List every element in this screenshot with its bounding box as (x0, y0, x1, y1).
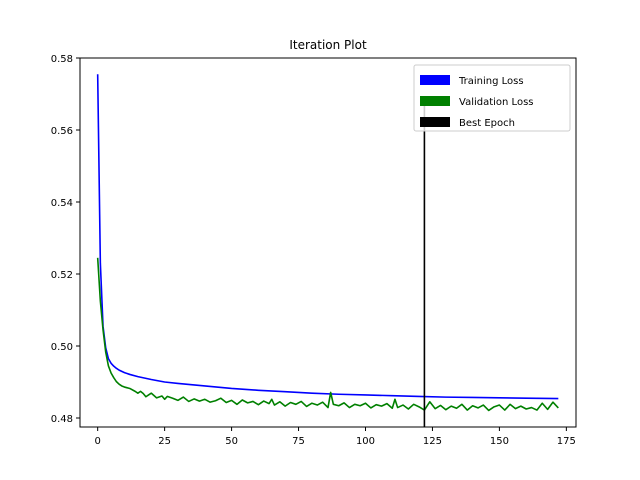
y-tick-label: 0.54 (51, 198, 73, 209)
x-tick-label: 100 (356, 436, 375, 447)
legend-label-training-loss: Training Loss (458, 76, 524, 87)
x-tick-label: 75 (292, 436, 305, 447)
x-tick-label: 0 (94, 436, 100, 447)
legend-label-best-epoch: Best Epoch (459, 118, 515, 129)
legend-swatch-best-epoch (420, 117, 450, 127)
legend: Training Loss Validation Loss Best Epoch (413, 64, 571, 132)
x-tick-label: 25 (158, 436, 171, 447)
y-axis: 0.48 0.50 0.52 0.54 0.56 0.58 (51, 54, 80, 425)
y-tick-label: 0.52 (51, 270, 73, 281)
y-tick-label: 0.58 (51, 54, 73, 65)
validation-loss-line (96, 257, 559, 412)
y-tick-label: 0.50 (51, 342, 73, 353)
x-tick-label: 125 (423, 436, 442, 447)
legend-box (413, 64, 571, 132)
training-loss-line (96, 74, 559, 400)
legend-swatch-validation-loss (420, 96, 450, 106)
legend-swatch-training-loss (420, 75, 450, 85)
chart-title: Iteration Plot (289, 38, 367, 52)
y-tick-label: 0.48 (51, 414, 73, 425)
series-layer (96, 74, 559, 427)
legend-label-validation-loss: Validation Loss (459, 97, 534, 108)
x-tick-label: 175 (557, 436, 576, 447)
plot-area: 0 25 50 75 100 125 150 175 0.48 0.50 0.52 0.54 0.56… (51, 54, 577, 447)
x-axis: 0 25 50 75 100 125 150 175 (94, 427, 576, 447)
x-tick-label: 50 (225, 436, 238, 447)
x-tick-label: 150 (490, 436, 509, 447)
y-tick-label: 0.56 (51, 126, 73, 137)
axes-frame (79, 57, 577, 428)
